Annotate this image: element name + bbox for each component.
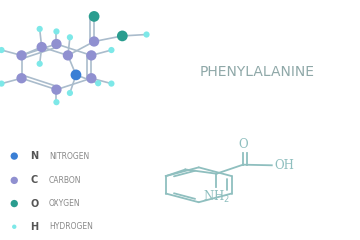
Text: O: O [238, 138, 248, 151]
Point [89, 54, 94, 57]
Point [144, 33, 149, 36]
Point [89, 76, 94, 80]
Point [108, 48, 114, 52]
Point [0, 82, 4, 85]
Point [73, 73, 79, 77]
Point [67, 35, 73, 39]
Point [108, 82, 114, 85]
Point [19, 76, 24, 80]
Point [95, 81, 101, 85]
Point [54, 88, 59, 92]
Point [54, 42, 59, 46]
Point [39, 45, 45, 49]
Point [37, 62, 42, 66]
Text: H: H [30, 222, 38, 232]
Text: OH: OH [275, 159, 294, 172]
Text: C: C [30, 175, 37, 185]
Point [37, 27, 42, 31]
Point [54, 100, 59, 104]
Point [67, 91, 73, 95]
Text: NITROGEN: NITROGEN [49, 152, 89, 161]
Text: HYDROGEN: HYDROGEN [49, 222, 93, 231]
Text: N: N [30, 151, 38, 161]
Point [91, 14, 97, 18]
Text: OXYGEN: OXYGEN [49, 199, 81, 208]
Text: O: O [30, 198, 39, 209]
Point [54, 30, 59, 33]
Point [65, 54, 71, 57]
Point [19, 54, 24, 57]
Text: PHENYLALANINE: PHENYLALANINE [199, 65, 315, 79]
Point [91, 40, 97, 43]
Text: NH$_2$: NH$_2$ [203, 189, 230, 205]
Text: CARBON: CARBON [49, 176, 82, 185]
Point [120, 34, 125, 38]
Point [206, 62, 212, 66]
Point [0, 48, 4, 52]
